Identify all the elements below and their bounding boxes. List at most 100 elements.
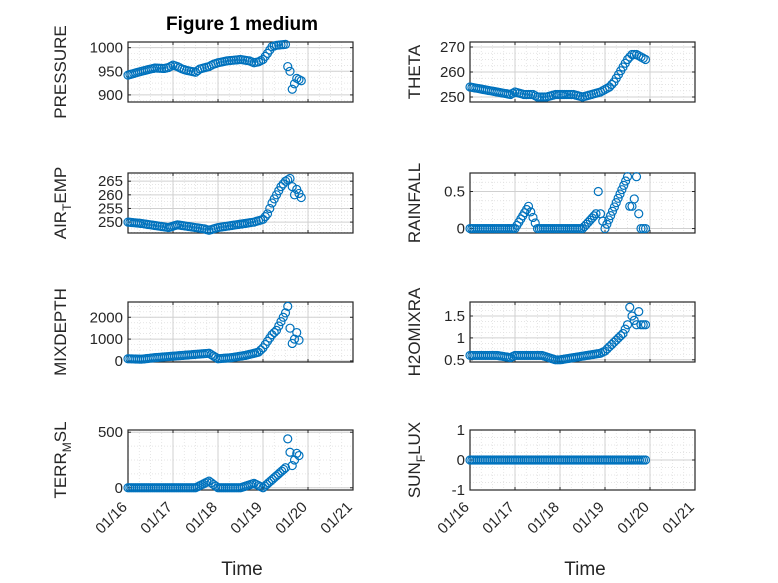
y-tick-label: 1: [457, 330, 465, 347]
data-point: [206, 350, 216, 360]
y-axis-label: RAINFALL: [405, 163, 424, 243]
data-point: [595, 87, 606, 97]
data-point: [262, 209, 273, 219]
y-tick-label: 0.5: [444, 184, 465, 201]
data-point: [280, 39, 291, 49]
data-point: [640, 455, 651, 465]
subplot-sun-flux: -1 0 1 SUNFLUX: [405, 422, 696, 499]
data-point: [283, 301, 293, 311]
data-point: [292, 448, 302, 458]
data-point: [634, 209, 644, 219]
data-point: [204, 348, 214, 358]
y-tick-label: 270: [440, 39, 465, 56]
data-point: [607, 206, 618, 216]
data-point: [602, 219, 612, 229]
data-point: [619, 180, 629, 190]
data-point: [294, 335, 304, 345]
data-point: [283, 434, 293, 444]
y-tick-label: 0: [115, 353, 123, 370]
data-point: [287, 84, 297, 94]
data-point: [629, 194, 639, 204]
data-point: [591, 209, 601, 219]
y-tick-label: 1000: [90, 40, 123, 57]
y-axis-label: PRESSURE: [51, 25, 70, 119]
y-tick-label: 2000: [90, 309, 123, 326]
y-tick-label: 0: [457, 452, 465, 469]
data-point: [622, 320, 633, 330]
y-tick-label: 1000: [90, 331, 123, 348]
data-point: [615, 189, 625, 199]
data-point: [528, 212, 538, 223]
data-point: [640, 320, 651, 330]
y-tick-label: 260: [440, 64, 465, 81]
y-tick-label: 1: [457, 422, 465, 439]
data-point: [609, 202, 619, 212]
y-tick-label: 265: [98, 173, 123, 190]
data-point: [294, 450, 304, 461]
data-point: [589, 211, 599, 221]
data-point: [296, 192, 306, 203]
data-point: [618, 328, 628, 339]
data-point: [622, 54, 633, 65]
y-tick-label: 950: [98, 63, 123, 80]
subplot-mixdepth: 0 1000 2000 MIXDEPTH: [51, 288, 354, 376]
data-point: [636, 52, 646, 62]
data-point: [621, 176, 631, 186]
data-point: [276, 317, 286, 327]
data-point: [640, 54, 651, 65]
data-point: [287, 460, 297, 471]
data-point: [505, 89, 516, 100]
subplot-pressure: 900 950 1000 PRESSURE: [51, 25, 354, 119]
y-tick-label: 1.5: [444, 308, 465, 325]
data-point: [631, 49, 642, 60]
data-point: [276, 182, 286, 192]
y-tick-label: 255: [98, 200, 123, 217]
data-point: [631, 320, 642, 330]
y-tick-label: 0: [115, 480, 123, 497]
data-point: [208, 351, 219, 361]
data-point: [607, 79, 617, 90]
data-point: [283, 61, 293, 72]
y-axis-label: MIXDEPTH: [51, 288, 70, 376]
data-point: [526, 207, 536, 217]
data-point: [606, 210, 616, 221]
x-axis-label-right: Time: [564, 559, 606, 580]
data-point: [285, 66, 295, 76]
data-point: [285, 323, 295, 333]
data-point: [600, 84, 610, 95]
axes-box: [469, 301, 696, 363]
data-point: [265, 203, 275, 214]
x-axis-label-left: Time: [221, 559, 263, 580]
data-point: [258, 54, 268, 65]
data-point: [634, 307, 644, 317]
data-point: [260, 212, 270, 222]
data-point: [620, 324, 630, 334]
data-point: [530, 91, 540, 101]
axes-box: [127, 172, 354, 234]
data-point: [616, 331, 626, 341]
data-point: [283, 175, 293, 185]
data-point: [523, 201, 534, 211]
data-point: [617, 185, 627, 195]
y-tick-label: 260: [98, 187, 123, 204]
data-point: [289, 334, 300, 344]
subplot-terr-msl: 0 500 TERRMSL: [51, 421, 354, 499]
data-point: [640, 223, 651, 234]
y-tick-label: 0: [457, 221, 465, 238]
y-axis-label: SUNFLUX: [405, 422, 428, 498]
figure-title: Figure 1 medium: [166, 14, 318, 35]
data-point: [600, 223, 610, 234]
subplot-rainfall: 0 0.5 RAINFALL: [405, 163, 696, 243]
data-point: [631, 172, 642, 182]
y-axis-label: AIRTEMP: [51, 167, 74, 240]
y-tick-label: 500: [98, 424, 123, 441]
y-axis-label: H2OMIXRA: [405, 287, 424, 376]
data-point: [508, 88, 518, 98]
y-axis-label: TERRMSL: [51, 421, 74, 498]
data-point: [627, 311, 637, 321]
subplot-h2omixra: 0.5 1 1.5 H2OMIXRA: [405, 287, 696, 376]
data-point: [634, 51, 644, 61]
data-point: [296, 76, 306, 86]
